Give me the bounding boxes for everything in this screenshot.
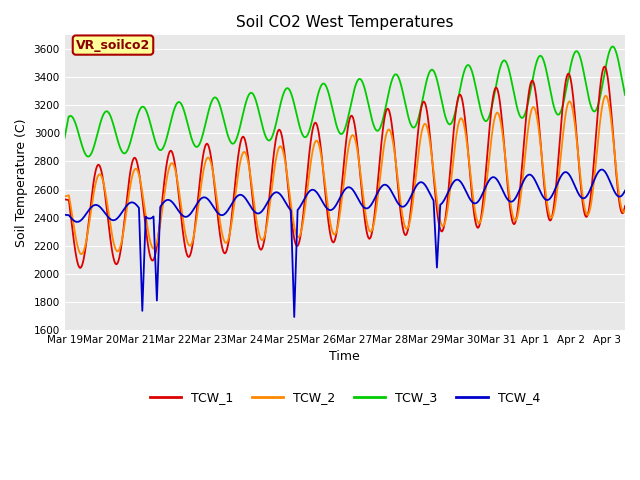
- TCW_2: [90, 192, 97, 197]
- TCW_4: [605, 177, 613, 183]
- TCW_4: [598, 167, 605, 172]
- Y-axis label: Soil Temperature (C): Soil Temperature (C): [15, 118, 28, 247]
- TCW_4: [319, 199, 326, 205]
- TCW_3: [605, 50, 613, 56]
- Line: TCW_1: TCW_1: [65, 67, 625, 268]
- TCW_4: [605, 176, 613, 182]
- TCW_2: [77, 251, 85, 257]
- TCW_3: [61, 135, 68, 141]
- TCW_3: [605, 51, 612, 57]
- TCW_4: [502, 194, 510, 200]
- TCW_2: [605, 104, 613, 110]
- TCW_1: [605, 88, 613, 94]
- Title: Soil CO2 West Temperatures: Soil CO2 West Temperatures: [236, 15, 454, 30]
- Text: VR_soilco2: VR_soilco2: [76, 38, 150, 51]
- TCW_1: [601, 64, 609, 70]
- TCW_2: [61, 193, 68, 199]
- TCW_1: [605, 85, 613, 91]
- TCW_3: [609, 44, 616, 49]
- TCW_2: [621, 207, 629, 213]
- TCW_1: [319, 161, 326, 167]
- TCW_3: [90, 145, 97, 151]
- TCW_2: [502, 163, 510, 168]
- TCW_4: [61, 212, 68, 217]
- TCW_3: [333, 125, 341, 131]
- TCW_3: [621, 92, 629, 98]
- TCW_4: [333, 200, 341, 205]
- TCW_2: [333, 225, 341, 231]
- TCW_4: [621, 188, 629, 193]
- TCW_3: [84, 154, 92, 159]
- Line: TCW_3: TCW_3: [65, 47, 625, 156]
- Line: TCW_4: TCW_4: [65, 169, 625, 317]
- TCW_1: [502, 166, 510, 171]
- Legend: TCW_1, TCW_2, TCW_3, TCW_4: TCW_1, TCW_2, TCW_3, TCW_4: [145, 386, 545, 409]
- TCW_3: [319, 81, 326, 87]
- TCW_2: [319, 162, 326, 168]
- TCW_1: [621, 203, 629, 209]
- X-axis label: Time: Time: [330, 350, 360, 363]
- Line: TCW_2: TCW_2: [65, 96, 625, 254]
- TCW_1: [61, 196, 68, 202]
- TCW_4: [90, 203, 97, 208]
- TCW_4: [291, 314, 298, 320]
- TCW_1: [76, 265, 84, 271]
- TCW_2: [602, 93, 609, 99]
- TCW_1: [90, 180, 97, 185]
- TCW_3: [502, 59, 510, 65]
- TCW_2: [605, 103, 613, 108]
- TCW_1: [333, 224, 341, 230]
